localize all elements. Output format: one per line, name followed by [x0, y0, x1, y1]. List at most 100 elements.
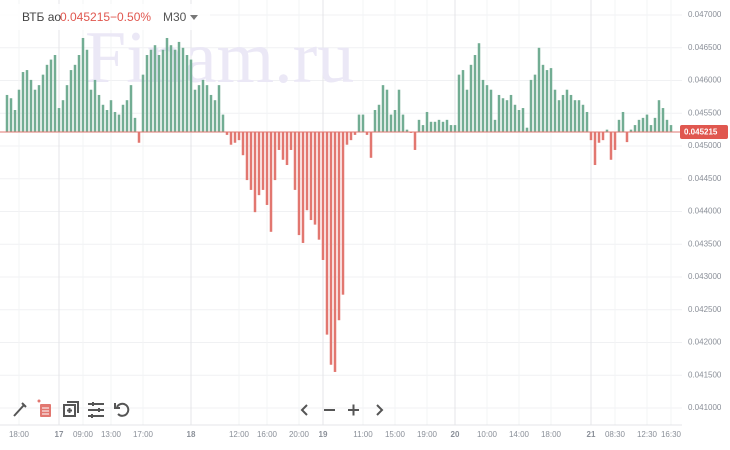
bar — [553, 89, 557, 132]
bar — [113, 111, 117, 132]
settings[interactable] — [88, 402, 104, 418]
bar — [549, 68, 553, 132]
timeframe-dropdown[interactable] — [190, 15, 198, 20]
bar — [429, 121, 433, 132]
bar — [121, 104, 125, 132]
bar — [45, 64, 49, 132]
bar — [565, 89, 569, 132]
bar — [169, 45, 173, 132]
bar — [185, 55, 189, 132]
bar — [173, 49, 177, 132]
zoom-in[interactable] — [348, 404, 359, 416]
bar — [129, 85, 133, 132]
bar — [209, 94, 213, 132]
bar — [337, 131, 341, 321]
bar — [537, 47, 541, 132]
bar — [613, 131, 617, 150]
bar — [249, 131, 253, 190]
bar — [101, 104, 105, 132]
bar — [373, 110, 377, 132]
bar — [517, 110, 521, 132]
bar — [325, 131, 329, 335]
bar — [217, 85, 221, 132]
bar — [405, 129, 409, 132]
bar — [317, 131, 321, 240]
bar — [509, 94, 513, 132]
bar — [541, 64, 545, 132]
x-tick-label: 13:00 — [101, 430, 122, 439]
bar — [577, 100, 581, 132]
bar — [77, 55, 81, 132]
bar — [557, 100, 561, 132]
price: 0.045215 — [60, 10, 110, 24]
bar — [33, 89, 37, 132]
bar — [653, 117, 657, 132]
bar — [457, 74, 461, 132]
x-tick-label: 21 — [587, 430, 596, 439]
x-tick-label: 09:00 — [73, 430, 94, 439]
bar — [393, 110, 397, 132]
bar — [269, 131, 273, 232]
pencil-tool[interactable] — [13, 402, 27, 417]
bar — [661, 108, 665, 132]
bar — [493, 119, 497, 132]
y-tick-label: 0.044000 — [688, 207, 722, 216]
bar — [349, 131, 353, 141]
bar — [153, 45, 157, 132]
bar — [341, 131, 345, 295]
x-tick-label: 18:00 — [9, 430, 30, 439]
y-tick-label: 0.044500 — [688, 174, 722, 183]
scroll-left[interactable] — [300, 404, 308, 416]
bar — [93, 79, 97, 132]
bar — [321, 131, 325, 260]
bar — [161, 49, 165, 132]
bar — [533, 74, 537, 132]
bar — [65, 85, 69, 132]
bar — [197, 85, 201, 132]
bar — [597, 131, 601, 143]
bar — [489, 89, 493, 132]
header-bg — [0, 4, 210, 30]
bar — [57, 108, 61, 132]
y-tick-label: 0.046500 — [688, 43, 722, 52]
bar — [453, 125, 457, 132]
bar — [281, 131, 285, 160]
bar — [353, 131, 357, 135]
reset[interactable] — [114, 402, 130, 417]
bar — [37, 85, 41, 132]
bar — [305, 131, 309, 211]
bar — [497, 94, 501, 132]
bar — [9, 98, 13, 132]
bar — [21, 72, 25, 132]
bar — [189, 59, 193, 132]
bar — [229, 131, 233, 145]
bar — [17, 89, 21, 132]
add-indicator[interactable] — [63, 401, 79, 417]
x-tick-label: 14:00 — [509, 430, 530, 439]
plot-background — [0, 0, 682, 425]
bar — [97, 94, 101, 132]
y-tick-label: 0.043500 — [688, 239, 722, 248]
bar — [253, 131, 257, 213]
bar — [445, 119, 449, 132]
y-tick-label: 0.047000 — [688, 10, 722, 19]
x-tick-label: 17 — [55, 430, 64, 439]
scroll-right[interactable] — [376, 404, 384, 416]
y-tick-label: 0.041000 — [688, 403, 722, 412]
bar — [89, 89, 93, 132]
timeframe[interactable]: M30 — [163, 10, 187, 24]
y-tick-label: 0.042500 — [688, 305, 722, 314]
x-tick-label: 08:30 — [605, 430, 626, 439]
bar — [365, 131, 369, 135]
bar — [245, 131, 249, 181]
bar — [241, 131, 245, 156]
bar — [505, 100, 509, 132]
bar — [369, 131, 373, 158]
x-tick-label: 20:00 — [289, 430, 310, 439]
bar — [485, 85, 489, 132]
bar — [81, 37, 85, 132]
bar — [605, 129, 609, 132]
ruler-tool[interactable] — [37, 399, 52, 418]
bar — [357, 114, 361, 132]
bar — [345, 131, 349, 145]
